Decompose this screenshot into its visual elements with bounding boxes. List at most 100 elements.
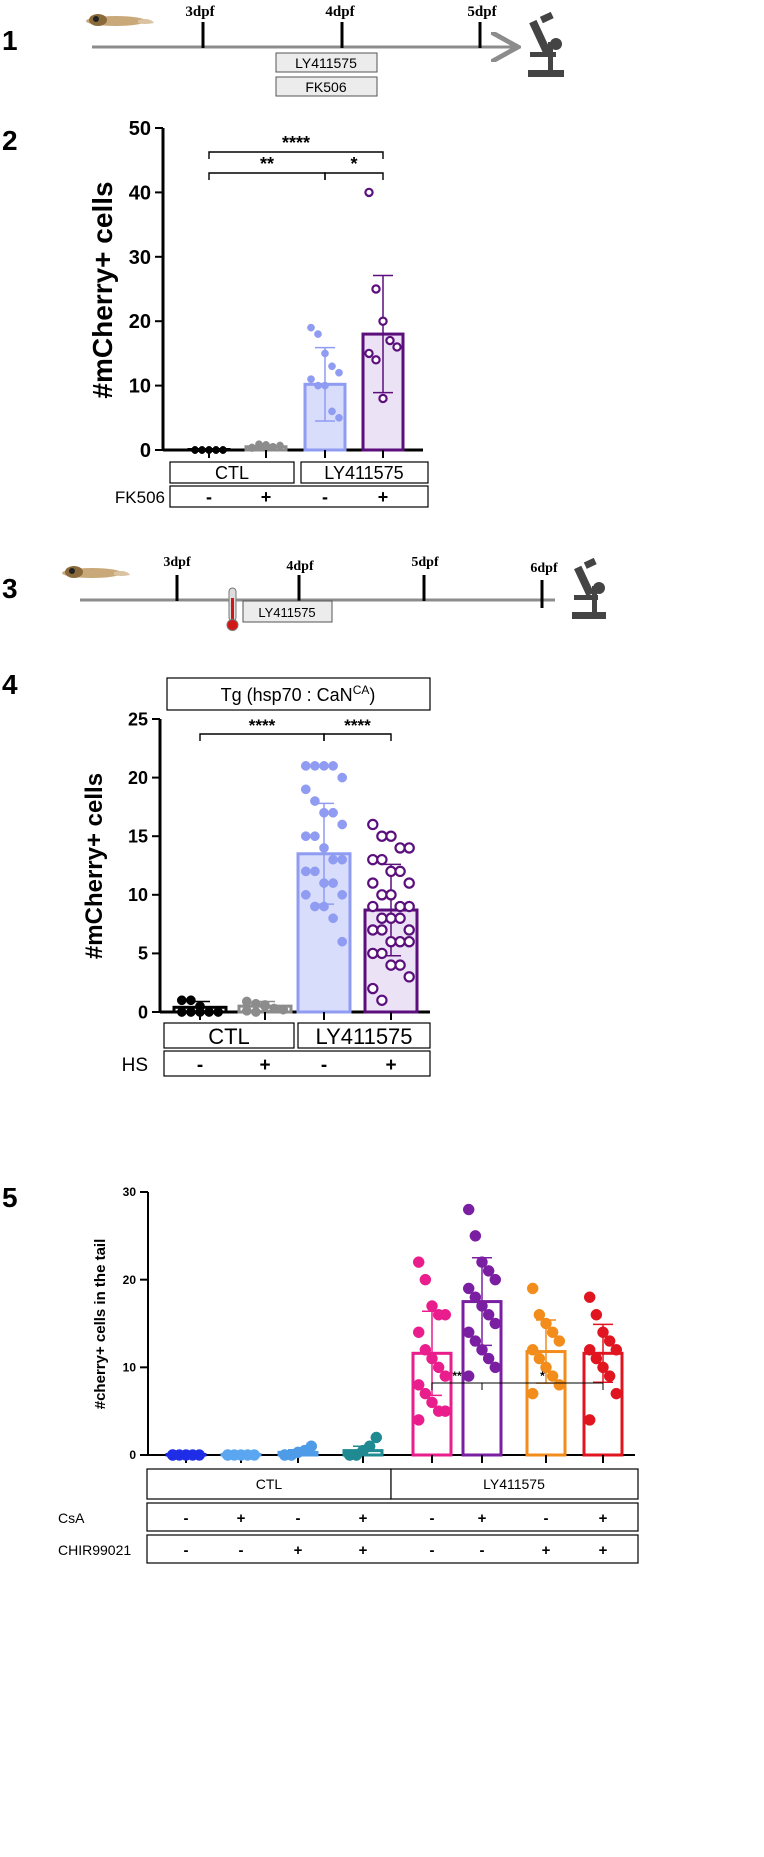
- data-point: [385, 335, 395, 346]
- data-point: [583, 1291, 596, 1303]
- data-point: [489, 1273, 502, 1286]
- significance-label: *: [540, 1369, 545, 1383]
- significance-label: **: [260, 154, 274, 174]
- timepoint-label: 4dpf: [286, 559, 314, 574]
- significance-label: ****: [344, 716, 371, 735]
- factor-label: CHIR99021: [58, 1542, 131, 1558]
- y-tick-label: 10: [123, 1361, 137, 1375]
- data-point: [221, 1449, 234, 1461]
- data-point: [321, 381, 329, 390]
- data-point: [482, 1265, 495, 1277]
- data-point: [462, 1203, 475, 1216]
- data-point: [300, 784, 311, 795]
- data-point: [376, 830, 388, 842]
- significance-bracket: [481, 1382, 604, 1390]
- data-point: [403, 971, 415, 983]
- data-point: [319, 878, 329, 888]
- data-point: [314, 381, 322, 390]
- factor-level: +: [359, 1542, 368, 1559]
- data-point: [371, 284, 381, 294]
- data-point: [412, 1414, 425, 1426]
- data-point: [310, 796, 320, 806]
- timepoint-label: 3dpf: [185, 4, 215, 20]
- factor-row-box: [169, 485, 429, 508]
- data-point: [412, 1326, 425, 1339]
- y-tick-group: 0 10 20 30 40 50: [129, 118, 163, 462]
- data-point: [392, 342, 402, 352]
- data-point: [248, 444, 256, 452]
- data-point: [419, 1387, 432, 1400]
- data-point: [462, 1326, 475, 1339]
- data-point: [300, 831, 311, 842]
- group-box-ly: [297, 1022, 431, 1049]
- data-point: [269, 1003, 279, 1014]
- treatment-box: [242, 600, 333, 623]
- data-point: [597, 1361, 609, 1374]
- y-axis-label: #mCherry+ cells: [87, 181, 118, 398]
- treatment-box-label: LY411575: [258, 605, 315, 620]
- data-point: [367, 900, 379, 913]
- data-point: [176, 1007, 187, 1017]
- data-point: [251, 998, 261, 1009]
- data-point: [328, 913, 338, 924]
- data-point: [526, 1344, 539, 1356]
- data-point: [610, 1387, 623, 1400]
- timepoint-label: 3dpf: [163, 555, 191, 570]
- data-point: [219, 446, 227, 454]
- y-tick-label: 20: [128, 768, 148, 788]
- data-point: [364, 187, 374, 198]
- data-point: [439, 1370, 452, 1382]
- data-point: [385, 935, 397, 948]
- data-point: [212, 446, 220, 454]
- data-point: [394, 865, 406, 878]
- data-point: [367, 853, 379, 866]
- data-point: [367, 947, 379, 960]
- factor-level: +: [259, 1055, 270, 1076]
- data-point: [363, 1440, 376, 1452]
- data-point: [385, 865, 397, 878]
- data-point: [310, 761, 320, 771]
- y-tick-label: 15: [128, 827, 148, 847]
- data-point: [371, 355, 381, 365]
- data-point: [350, 1449, 363, 1461]
- chart-title: Tg (hsp70 : CaNCA): [221, 683, 376, 705]
- data-point: [328, 761, 338, 771]
- data-point: [337, 936, 348, 947]
- data-point: [328, 407, 336, 416]
- data-point: [195, 1007, 205, 1017]
- data-point: [376, 889, 388, 901]
- data-point: [319, 761, 329, 771]
- y-tick-label: 0: [140, 440, 151, 462]
- treatment-box: [275, 52, 378, 73]
- data-point: [241, 996, 252, 1007]
- bars-group: [165, 1203, 624, 1463]
- factor-level: -: [544, 1510, 549, 1527]
- data-point: [419, 1344, 432, 1356]
- y-tick-label: 40: [129, 182, 151, 204]
- data-point: [403, 842, 415, 854]
- data-point: [367, 982, 379, 995]
- bars-group: [187, 187, 405, 458]
- data-point: [314, 330, 322, 338]
- group-box-ly: [390, 1468, 639, 1500]
- data-point: [319, 843, 329, 853]
- data-point: [385, 959, 397, 971]
- data-point: [364, 348, 374, 359]
- data-point: [269, 442, 277, 451]
- data-point: [310, 831, 320, 842]
- data-point: [378, 393, 388, 404]
- y-tick-group: 0 5 10 15 20 25: [128, 709, 160, 1022]
- data-point: [310, 866, 320, 877]
- data-point: [610, 1344, 623, 1356]
- data-point: [367, 877, 379, 889]
- data-point: [370, 1431, 383, 1444]
- y-axis-label: #mCherry+ cells: [81, 773, 108, 959]
- data-point: [305, 1440, 318, 1452]
- data-point: [533, 1352, 546, 1365]
- group-label: CTL: [215, 463, 249, 483]
- data-point: [526, 1387, 539, 1400]
- factor-level: +: [385, 1055, 396, 1076]
- group-label: LY411575: [324, 463, 403, 483]
- data-point: [526, 1282, 539, 1295]
- significance-label: *: [350, 154, 357, 174]
